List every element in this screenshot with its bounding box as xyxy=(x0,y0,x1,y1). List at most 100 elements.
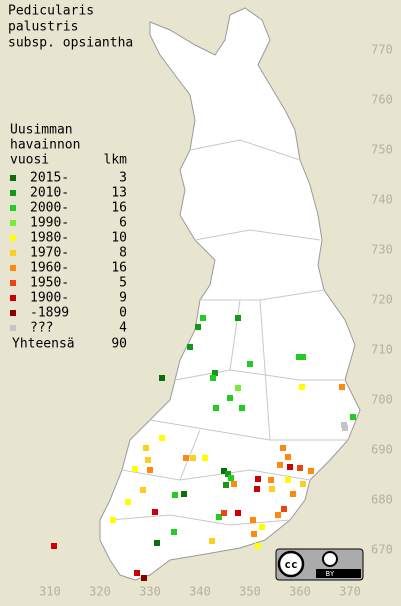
legend-swatch xyxy=(10,190,16,196)
observation xyxy=(297,465,303,471)
observation xyxy=(159,435,165,441)
observation xyxy=(110,517,116,523)
observation xyxy=(200,315,206,321)
observation xyxy=(250,517,256,523)
x-coordinate-label: 320 xyxy=(89,585,111,599)
x-coordinate-label: 360 xyxy=(289,585,311,599)
badge-strip xyxy=(316,569,361,578)
observation xyxy=(259,524,265,530)
observation xyxy=(231,481,237,487)
observation xyxy=(235,510,241,516)
observation xyxy=(223,482,229,488)
legend-swatch xyxy=(10,205,16,211)
total-count: 90 xyxy=(111,337,127,352)
x-coordinate-label: 330 xyxy=(139,585,161,599)
legend-count: 9 xyxy=(119,291,127,306)
legend-count: 16 xyxy=(111,201,127,216)
observation xyxy=(154,540,160,546)
observation xyxy=(290,491,296,497)
observation xyxy=(172,492,178,498)
x-coordinate-label: 350 xyxy=(239,585,261,599)
legend-label: 1900- xyxy=(30,291,69,306)
legend-swatch xyxy=(10,250,16,256)
observation xyxy=(285,454,291,460)
region-borders xyxy=(109,139,348,526)
observation xyxy=(141,575,147,581)
y-coordinate-label: 760 xyxy=(371,93,393,107)
observation xyxy=(145,457,151,463)
title-line: palustris xyxy=(8,20,78,35)
observation xyxy=(221,510,227,516)
legend-label: 2000- xyxy=(30,201,69,216)
legend-count: 0 xyxy=(119,306,127,321)
legend-heading: Uusimman xyxy=(10,123,73,138)
legend-count: 3 xyxy=(119,171,127,186)
y-coordinate-label: 710 xyxy=(371,343,393,357)
y-coordinate-label: 740 xyxy=(371,193,393,207)
total-label: Yhteensä xyxy=(12,337,75,352)
observation xyxy=(183,455,189,461)
observation xyxy=(269,486,275,492)
title-line: subsp. opsiantha xyxy=(8,36,133,51)
observation xyxy=(210,375,216,381)
legend-count: 8 xyxy=(119,246,127,261)
observation xyxy=(209,538,215,544)
observation xyxy=(216,514,222,520)
observation xyxy=(132,466,138,472)
by-icon xyxy=(322,551,338,567)
legend-count-heading: lkm xyxy=(104,153,128,168)
legend-label: 1980- xyxy=(30,231,69,246)
legend-count: 16 xyxy=(111,261,127,276)
legend-count: 13 xyxy=(111,186,127,201)
observation xyxy=(251,531,257,537)
observation xyxy=(287,464,293,470)
observation xyxy=(181,491,187,497)
y-coordinate-label: 670 xyxy=(371,543,393,557)
legend-swatch xyxy=(10,280,16,286)
observation xyxy=(147,467,153,473)
y-coordinate-label: 770 xyxy=(371,43,393,57)
y-coordinate-label: 690 xyxy=(371,443,393,457)
observation xyxy=(285,477,291,483)
y-coordinate-label: 700 xyxy=(371,393,393,407)
observation xyxy=(255,543,261,549)
observation xyxy=(254,486,260,492)
legend-label: 1970- xyxy=(30,246,69,261)
observation xyxy=(159,375,165,381)
legend-label: -1899 xyxy=(30,306,69,321)
observation xyxy=(280,445,286,451)
observation xyxy=(235,315,241,321)
license-label: BY xyxy=(326,570,335,578)
y-coordinate-label: 730 xyxy=(371,243,393,257)
y-coordinate-label: 750 xyxy=(371,143,393,157)
observation xyxy=(171,529,177,535)
legend-count: 10 xyxy=(111,231,127,246)
observation xyxy=(152,509,158,515)
x-coordinate-label: 370 xyxy=(339,585,361,599)
observation xyxy=(299,384,305,390)
legend-swatch xyxy=(10,295,16,301)
cc-logo: cc xyxy=(284,558,297,571)
x-coordinate-label: 310 xyxy=(39,585,61,599)
observation xyxy=(140,487,146,493)
legend-label: 1960- xyxy=(30,261,69,276)
legend-swatch xyxy=(10,310,16,316)
observation xyxy=(277,462,283,468)
observation xyxy=(339,384,345,390)
license-badge: cc BY xyxy=(275,548,364,581)
legend-count: 6 xyxy=(119,216,127,231)
observation xyxy=(125,499,131,505)
observation xyxy=(281,506,287,512)
observation xyxy=(341,422,347,428)
observation xyxy=(239,405,245,411)
y-coordinate-label: 680 xyxy=(371,493,393,507)
observation xyxy=(143,445,149,451)
observation xyxy=(300,481,306,487)
observation xyxy=(228,475,234,481)
observation xyxy=(296,354,302,360)
legend-label: 2010- xyxy=(30,186,69,201)
legend-heading: havainnon xyxy=(10,138,80,153)
observation xyxy=(225,471,231,477)
observation xyxy=(213,405,219,411)
